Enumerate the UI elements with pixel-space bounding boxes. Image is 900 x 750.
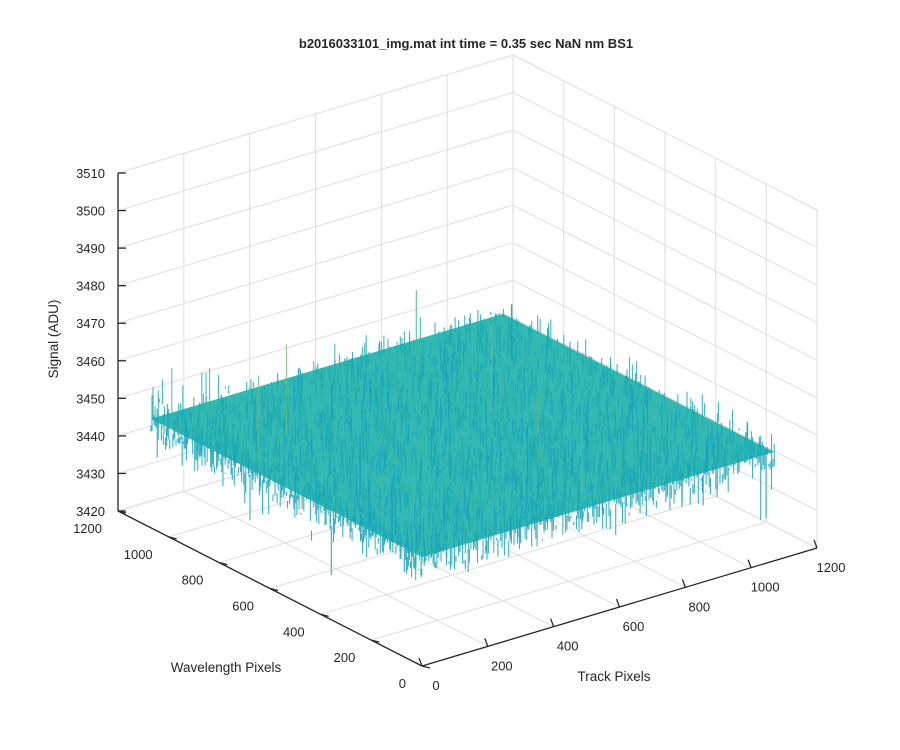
y-tick-mark [269, 587, 279, 592]
z-tick-label: 3460 [76, 354, 105, 369]
floor-gridline [371, 521, 767, 641]
axis-layer: 0 200 400 600 800 1000 1200 0 200 400 600 800 1000 12… [73, 166, 845, 693]
surface-layer [150, 290, 775, 580]
x-tick-mark [747, 559, 752, 568]
x-tick-mark [813, 539, 818, 549]
side-wall-gridline [512, 279, 818, 436]
back-wall-gridline [117, 129, 514, 249]
y-tick-label: 600 [232, 599, 254, 614]
x-tick-label: 1200 [817, 560, 846, 575]
y-tick-label: 800 [182, 573, 204, 588]
y-tick-mark [371, 639, 380, 643]
label-layer: b2016033101_img.mat int time = 0.35 sec … [46, 36, 651, 684]
back-wall-gridline [117, 54, 514, 174]
back-wall-gridline [117, 92, 514, 212]
x-tick-label: 400 [557, 639, 579, 654]
back-wall-gridline [117, 204, 514, 324]
y-tick-mark [219, 562, 228, 566]
side-wall-gridline [512, 242, 818, 399]
x-tick-label: 0 [432, 678, 439, 693]
back-wall-gridline [117, 242, 514, 362]
x-tick-mark [681, 579, 686, 588]
x-tick-label: 600 [623, 619, 645, 634]
x-tick-mark [418, 657, 423, 667]
z-tick-label: 3490 [76, 241, 105, 256]
x-tick-mark [615, 598, 621, 608]
z-tick-label: 3430 [76, 466, 105, 481]
back-wall-gridline [117, 279, 514, 399]
y-tick-label: 0 [399, 676, 406, 691]
y-tick-mark [168, 536, 177, 540]
side-wall-gridline [512, 167, 818, 324]
x-tick-label: 200 [491, 658, 513, 673]
z-tick-label: 3450 [76, 391, 105, 406]
x-axis-title: Track Pixels [577, 669, 650, 684]
z-axis-title: Signal (ADU) [46, 300, 61, 379]
y-axis-title: Wavelength Pixels [171, 660, 282, 675]
y-tick-label: 400 [283, 624, 305, 639]
side-wall-gridline [512, 204, 818, 361]
z-tick-label: 3480 [76, 279, 105, 294]
side-wall-gridline [512, 54, 818, 211]
surface-top [150, 313, 775, 558]
side-wall-gridline [512, 129, 818, 286]
y-tick-label: 1000 [124, 547, 153, 562]
x-tick-mark [550, 618, 555, 627]
y-tick-mark [421, 665, 431, 669]
back-wall-gridline [117, 167, 514, 287]
z-tick-label: 3500 [76, 204, 105, 219]
z-tick-label: 3420 [76, 504, 105, 519]
x-tick-mark [484, 638, 489, 647]
y-tick-label: 1200 [73, 521, 102, 536]
x-tick-label: 1000 [751, 580, 780, 595]
floor-gridline [320, 495, 716, 615]
z-tick-label: 3440 [76, 429, 105, 444]
z-tick-label: 3510 [76, 166, 105, 181]
y-tick-mark [320, 613, 329, 617]
z-tick-label: 3470 [76, 316, 105, 331]
y-tick-label: 200 [334, 650, 356, 665]
side-wall-gridline [512, 92, 818, 249]
chart-title: b2016033101_img.mat int time = 0.35 sec … [299, 36, 633, 51]
x-tick-label: 800 [688, 599, 710, 614]
